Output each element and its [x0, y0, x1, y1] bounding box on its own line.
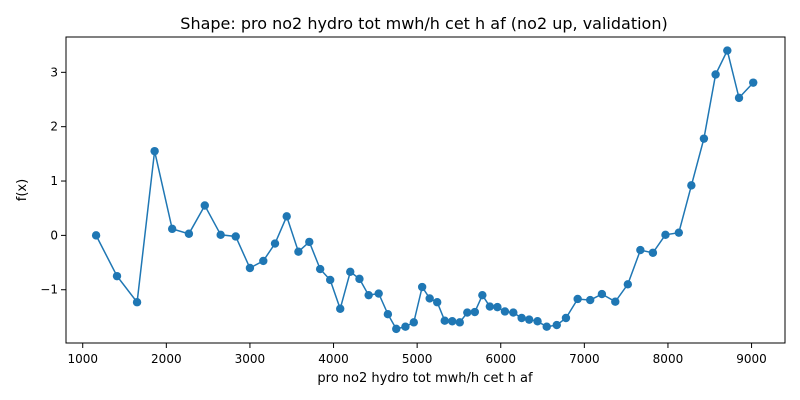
data-point — [245, 263, 255, 273]
data-point — [661, 230, 670, 240]
data-point — [364, 290, 373, 300]
data-point — [723, 46, 732, 55]
x-tick-label: 5000 — [402, 352, 433, 366]
data-point — [346, 267, 355, 276]
x-tick-label: 4000 — [318, 352, 349, 366]
data-point — [542, 322, 551, 331]
data-point — [401, 322, 410, 331]
chart-title: Shape: pro no2 hydro tot mwh/h cet h af … — [180, 14, 667, 33]
data-point — [533, 317, 542, 326]
data-point — [552, 320, 561, 330]
data-point — [112, 271, 122, 281]
data-point — [132, 298, 142, 307]
x-tick-label: 8000 — [653, 352, 684, 366]
data-point — [687, 181, 696, 190]
data-point — [433, 298, 442, 307]
data-point — [674, 228, 684, 237]
data-point — [524, 315, 534, 324]
data-point — [270, 239, 280, 248]
x-tick-label: 9000 — [736, 352, 767, 366]
data-point — [259, 256, 268, 266]
data-point — [200, 201, 209, 210]
data-point — [325, 275, 335, 285]
data-point — [463, 308, 472, 317]
data-point — [167, 224, 177, 234]
y-axis-label: f(x) — [15, 179, 30, 201]
x-tick-label: 6000 — [485, 352, 516, 366]
y-tick-label: 3 — [50, 65, 58, 79]
data-point — [648, 248, 658, 257]
data-point — [573, 294, 582, 304]
x-tick-label: 7000 — [569, 352, 600, 366]
plot-area — [91, 46, 758, 334]
data-point — [478, 290, 487, 300]
data-point — [509, 308, 518, 317]
data-point — [336, 304, 345, 313]
y-tick-label: 0 — [50, 228, 58, 242]
y-tick-label: 1 — [50, 174, 58, 188]
data-point — [711, 70, 720, 79]
data-point — [440, 316, 449, 325]
y-tick-label: −1 — [40, 283, 58, 297]
data-point — [636, 245, 645, 255]
y-axis: −1 0 1 2 3 — [40, 65, 66, 297]
data-point — [448, 317, 457, 326]
data-point — [734, 93, 744, 103]
data-point — [611, 297, 620, 306]
data-point — [517, 313, 526, 323]
y-tick-label: 2 — [50, 120, 58, 134]
x-axis-label: pro no2 hydro tot mwh/h cet h af — [317, 371, 533, 386]
data-point — [150, 146, 159, 156]
data-point — [294, 247, 303, 256]
data-point — [417, 282, 427, 292]
data-point — [586, 295, 595, 305]
data-point — [184, 229, 194, 238]
data-point — [500, 307, 510, 316]
data-point — [470, 307, 480, 317]
data-point — [597, 289, 607, 299]
data-point — [216, 230, 225, 240]
data-point — [374, 289, 383, 298]
data-point — [383, 309, 393, 319]
data-point — [699, 134, 709, 143]
axes-frame — [65, 36, 786, 344]
x-tick-label: 1000 — [67, 352, 98, 366]
data-point — [231, 232, 240, 241]
data-point — [392, 324, 401, 334]
data-point — [623, 280, 633, 289]
x-tick-label: 3000 — [235, 352, 266, 366]
data-point — [305, 237, 314, 247]
data-point — [282, 212, 291, 221]
data-point — [91, 231, 101, 240]
data-point — [455, 318, 464, 327]
x-tick-label: 2000 — [151, 352, 182, 366]
data-point — [315, 264, 325, 274]
data-point — [409, 318, 418, 327]
data-point — [493, 302, 502, 312]
data-point — [485, 302, 495, 311]
x-axis: 1000 2000 3000 4000 5000 6000 7000 8000 9000 — [67, 343, 767, 366]
data-point — [561, 313, 571, 323]
data-point — [355, 274, 364, 284]
data-point — [425, 294, 434, 303]
data-point — [749, 78, 758, 87]
